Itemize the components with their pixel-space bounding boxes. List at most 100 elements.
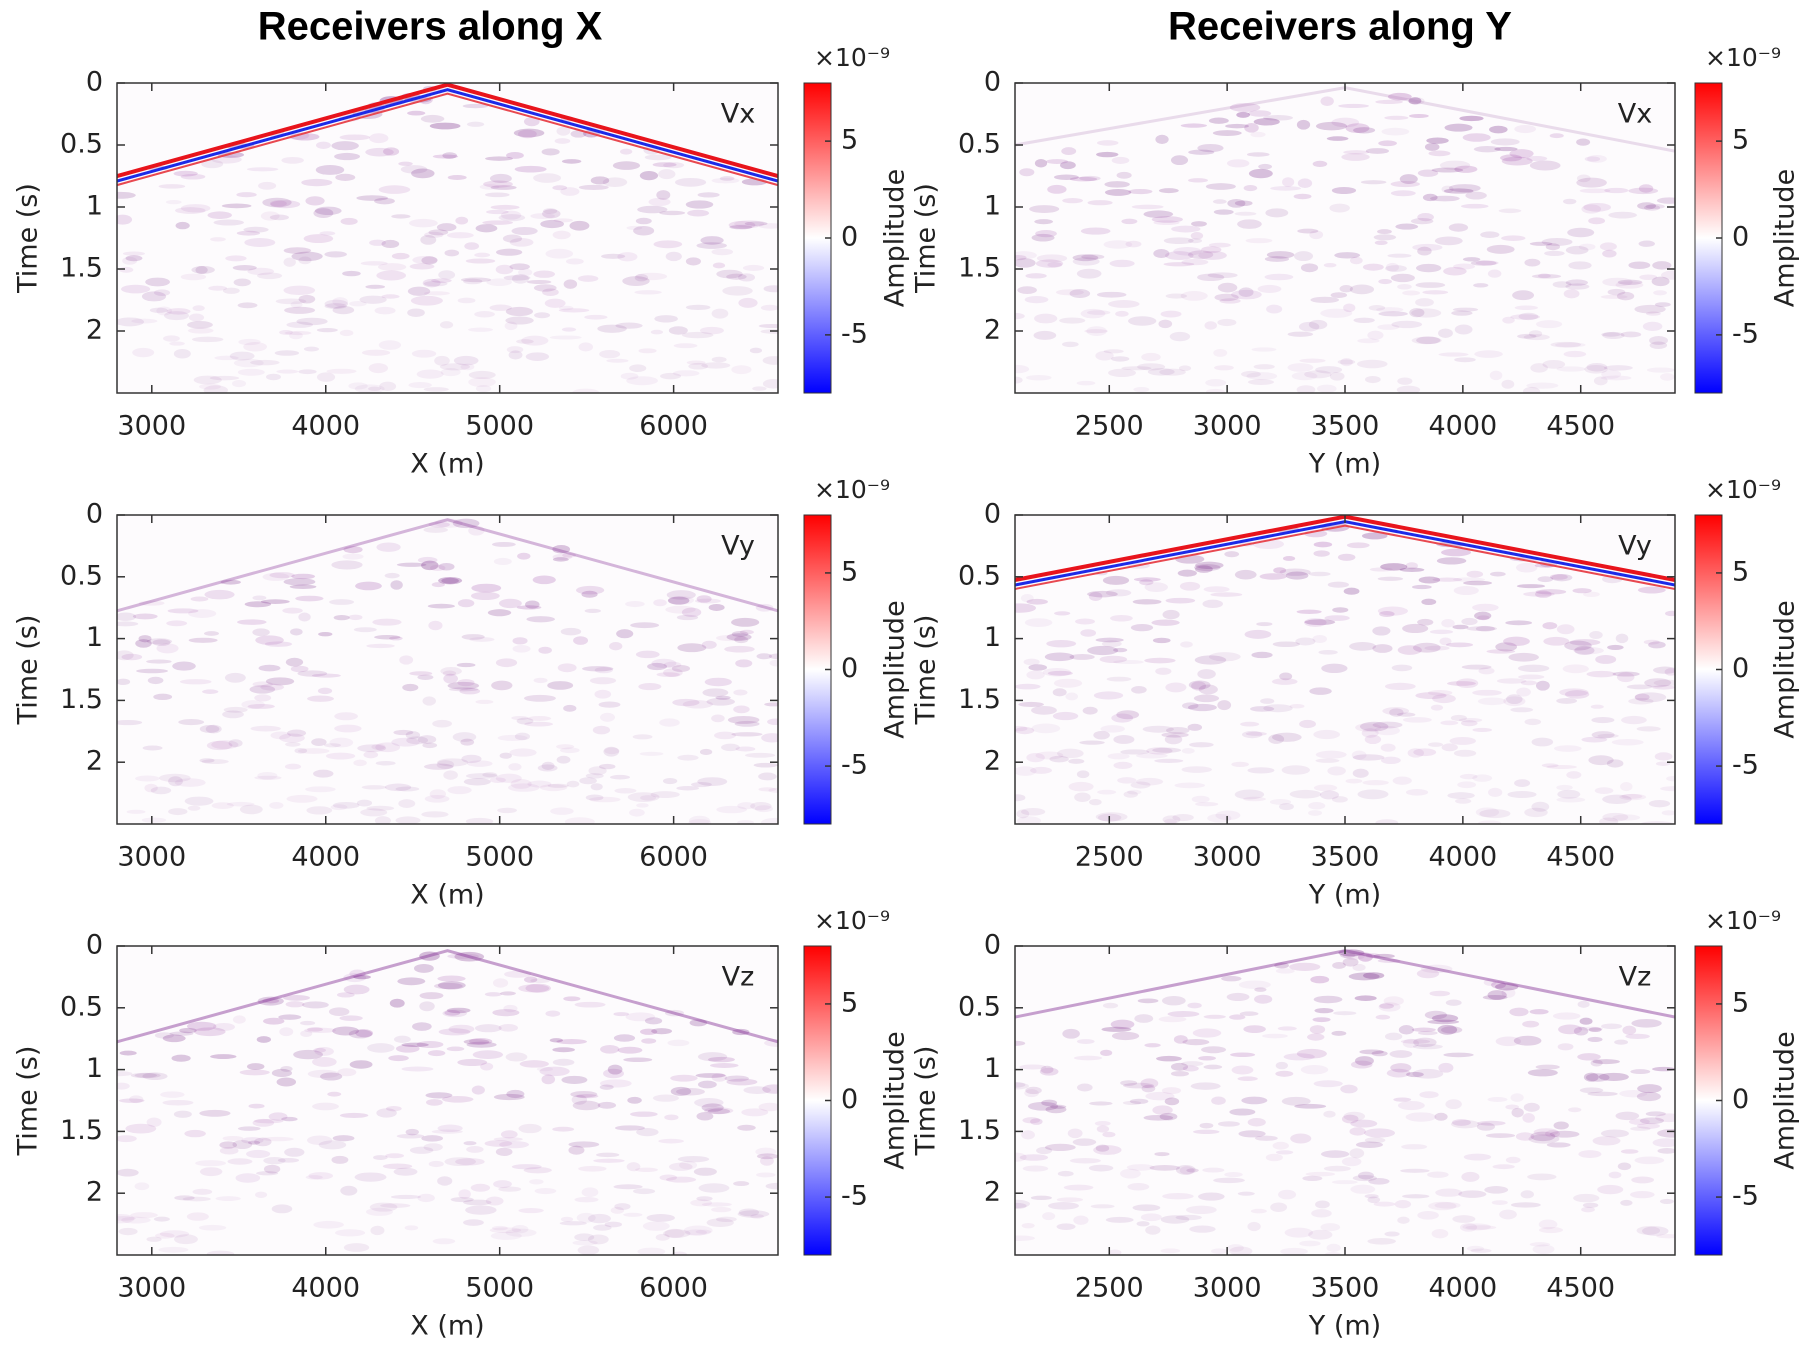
texture-blob [1587,155,1607,163]
texture-blob [1052,688,1067,697]
texture-blob [1111,713,1134,723]
texture-blob [119,266,134,273]
x-tick-label: 4500 [1546,842,1615,873]
texture-blob [1378,1002,1401,1012]
texture-blob [455,216,469,225]
texture-blob [1104,188,1132,196]
texture-blob [1102,1002,1119,1009]
texture-blob [1451,310,1473,316]
texture-blob [1538,273,1551,279]
texture-blob [664,1228,685,1239]
texture-blob [1237,219,1262,229]
texture-blob [239,1069,270,1076]
texture-blob [132,347,155,358]
texture-blob [146,1236,162,1242]
texture-blob [640,795,657,801]
texture-blob [276,1077,297,1087]
texture-blob [223,706,248,713]
texture-blob [1645,311,1661,316]
texture-blob [475,385,492,393]
texture-blob [1452,1215,1476,1223]
texture-blob [145,277,170,287]
texture-blob [460,277,492,283]
texture-blob [506,346,524,354]
texture-blob [1411,584,1432,590]
texture-blob [152,639,171,646]
texture-blob [1198,1192,1225,1201]
texture-blob [1015,364,1030,374]
texture-blob [590,783,603,791]
texture-blob [1374,240,1388,245]
texture-blob [1031,233,1055,242]
texture-blob [1365,375,1381,384]
texture-blob [750,801,772,811]
texture-blob [1189,1225,1216,1233]
texture-blob [1217,700,1232,711]
texture-blob [1656,1234,1675,1239]
texture-blob [1413,1037,1437,1048]
texture-blob [173,170,198,177]
texture-blob [734,720,760,727]
texture-blob [1538,1226,1564,1234]
texture-blob [1340,358,1353,367]
texture-blob [724,645,755,653]
texture-blob [1365,148,1390,154]
texture-blob [1323,1165,1351,1172]
texture-blob [442,152,458,159]
texture-blob [360,261,388,266]
texture-blob [1358,952,1373,962]
texture-blob [1568,261,1592,270]
texture-blob [1246,152,1270,157]
texture-blob [1068,758,1085,764]
texture-blob [1625,1033,1650,1040]
arrival-blue [117,88,778,183]
texture-blob [270,200,301,209]
texture-blob [1541,763,1559,768]
texture-blob [1389,1050,1413,1058]
texture-blob [542,209,561,219]
texture-blob [726,633,752,641]
texture-blob [1501,379,1515,389]
texture-blob [279,330,293,335]
texture-blob [155,1232,175,1239]
texture-blob [1472,727,1493,732]
texture-blob [166,620,188,627]
texture-blob [206,740,233,751]
texture-blob [1263,115,1293,121]
texture-blob [1460,203,1489,209]
texture-blob [1526,155,1548,162]
texture-blob [285,1001,305,1008]
texture-blob [1411,1027,1436,1032]
texture-blob [413,963,434,973]
texture-blob [511,273,529,284]
x-axis-label: X (m) [410,880,484,911]
colorbar-label: Amplitude [880,600,911,738]
texture-blob [1453,263,1476,270]
texture-blob [246,167,279,172]
texture-blob [594,666,613,674]
texture-blob [660,372,682,380]
texture-blob [715,695,731,700]
texture-blob [1206,388,1225,393]
texture-blob [698,1183,730,1193]
texture-blob [1360,180,1387,185]
texture-blob [1198,684,1218,695]
texture-blob [1102,1131,1116,1138]
texture-blob [1076,380,1096,386]
texture-blob [1331,186,1357,194]
texture-blob [1455,798,1472,804]
texture-blob [153,1216,170,1222]
texture-blob [1054,611,1071,616]
texture-blob [1121,366,1152,371]
texture-blob [1418,576,1441,584]
texture-blob [1601,1023,1623,1030]
texture-blob [1526,382,1559,389]
axes-box [116,82,779,394]
texture-blob [1323,263,1337,268]
texture-blob [1514,124,1537,134]
texture-blob [420,114,445,123]
texture-blob [1553,1121,1569,1130]
texture-blob [1096,140,1119,146]
texture-blob [1226,159,1250,168]
texture-blob [1394,1199,1412,1209]
